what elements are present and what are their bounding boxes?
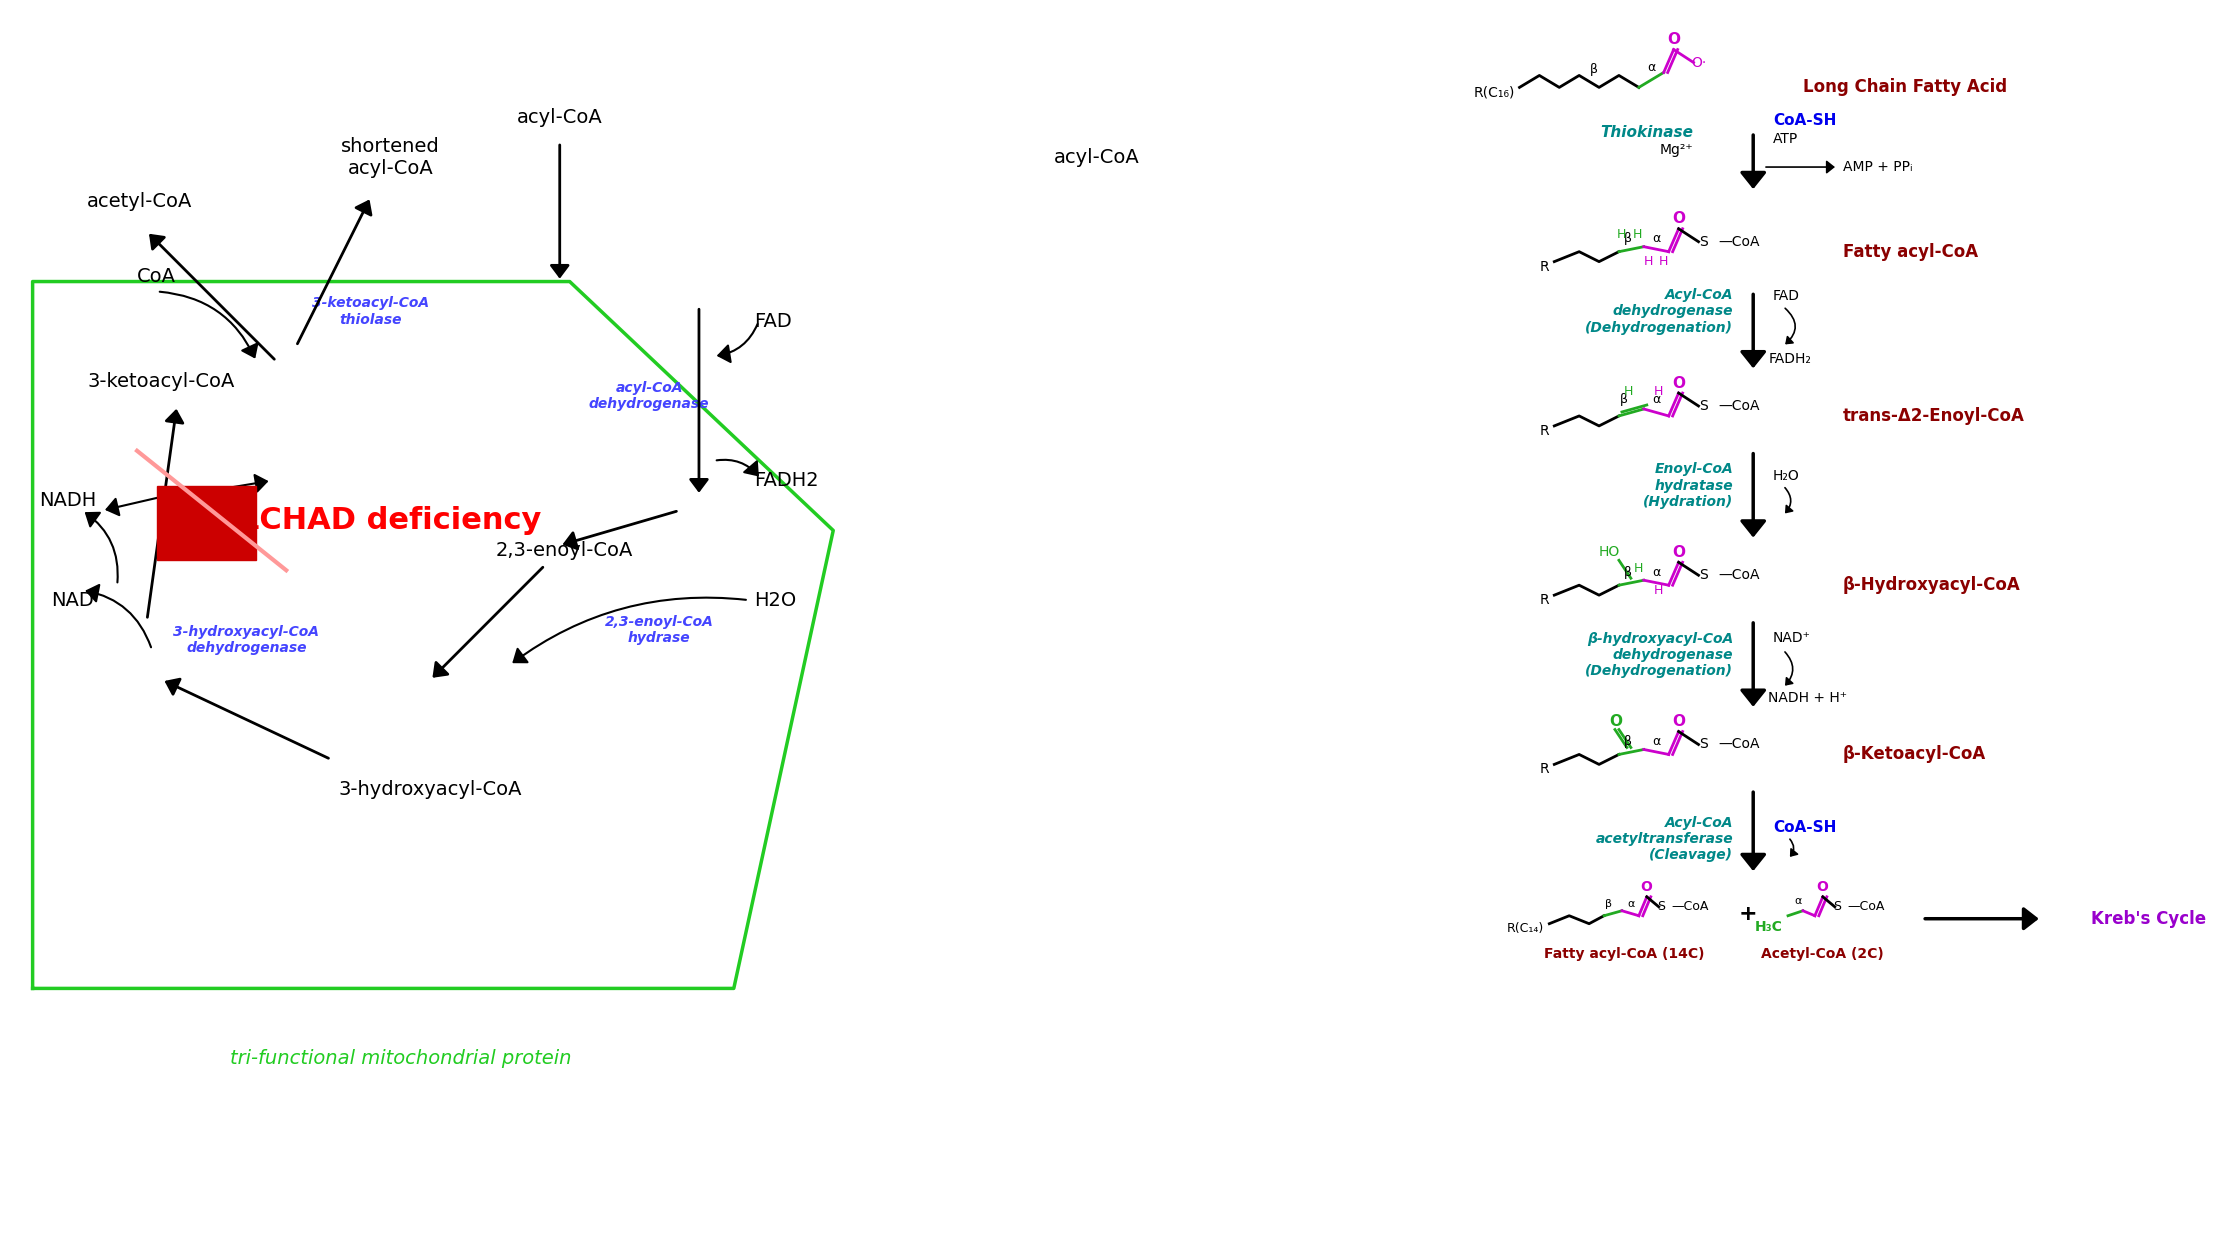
Text: ATP: ATP [1774,132,1799,146]
Text: β-Ketoacyl-CoA: β-Ketoacyl-CoA [1844,746,1987,764]
Text: R: R [1539,762,1550,776]
Text: H: H [1644,255,1653,268]
Text: 3-ketoacyl-CoA: 3-ketoacyl-CoA [87,372,235,391]
Text: β: β [1624,735,1633,748]
Text: α: α [1653,735,1660,748]
Text: S: S [1700,399,1707,413]
Text: NADH: NADH [38,491,96,510]
Text: Acyl-CoA
acetyltransferase
(Cleavage): Acyl-CoA acetyltransferase (Cleavage) [1595,816,1734,862]
Text: FADH₂: FADH₂ [1767,353,1810,367]
Text: O: O [1611,714,1622,730]
Text: H: H [1633,228,1642,241]
Text: CoA-SH: CoA-SH [1774,819,1837,834]
Text: O: O [1671,714,1684,730]
Text: acyl-CoA: acyl-CoA [517,108,603,127]
Text: R: R [1539,260,1550,273]
Text: Kreb's Cycle: Kreb's Cycle [2092,910,2206,927]
Text: —CoA: —CoA [1718,568,1761,582]
Text: O: O [1671,375,1684,391]
Text: R: R [1539,593,1550,607]
Text: H: H [1617,228,1626,241]
Text: Mg²⁺: Mg²⁺ [1660,144,1693,158]
Text: α: α [1653,566,1660,578]
Text: Thiokinase: Thiokinase [1602,125,1693,140]
Text: 2,3-enoyl-CoA
hydrase: 2,3-enoyl-CoA hydrase [605,615,715,645]
Text: —CoA: —CoA [1848,901,1886,914]
Text: NAD⁺: NAD⁺ [1774,631,1810,645]
Text: CoA: CoA [137,267,177,286]
Text: R: R [1539,423,1550,438]
Text: H: H [1635,562,1644,575]
Text: R(C₁₆): R(C₁₆) [1474,86,1514,100]
Text: Fatty acyl-CoA (14C): Fatty acyl-CoA (14C) [1543,946,1705,960]
Text: S: S [1700,234,1707,248]
Text: S: S [1832,901,1841,914]
Text: β-Hydroxyacyl-CoA: β-Hydroxyacyl-CoA [1844,576,2020,595]
Text: 3-hydroxyacyl-CoA: 3-hydroxyacyl-CoA [338,780,522,799]
Text: β: β [1590,63,1597,76]
Text: LCHAD deficiency: LCHAD deficiency [240,507,542,536]
Text: acyl-CoA: acyl-CoA [1055,147,1140,166]
Text: α: α [1653,232,1660,246]
Text: Acyl-CoA
dehydrogenase
(Dehydrogenation): Acyl-CoA dehydrogenase (Dehydrogenation) [1586,289,1734,335]
Text: 3-ketoacyl-CoA
thiolase: 3-ketoacyl-CoA thiolase [311,296,430,326]
Text: Enoyl-CoA
hydratase
(Hydration): Enoyl-CoA hydratase (Hydration) [1644,462,1734,509]
Text: H₃C: H₃C [1756,920,1783,934]
Text: β: β [1620,393,1628,406]
Text: shortened
acyl-CoA: shortened acyl-CoA [340,136,439,178]
Text: α: α [1794,896,1801,906]
Text: H: H [1653,583,1664,597]
Text: α: α [1626,898,1635,908]
Text: O: O [1671,544,1684,559]
Text: S: S [1700,737,1707,751]
Text: H: H [1624,384,1633,398]
Text: —CoA: —CoA [1718,737,1761,751]
Text: β: β [1624,566,1633,578]
Text: β: β [1624,232,1633,246]
Text: FAD: FAD [753,312,791,331]
Text: NAD: NAD [52,591,94,610]
Text: 3-hydroxyacyl-CoA
dehydrogenase: 3-hydroxyacyl-CoA dehydrogenase [172,625,320,655]
Text: O: O [1817,879,1828,893]
Text: α: α [1653,393,1660,406]
Text: Long Chain Fatty Acid: Long Chain Fatty Acid [1803,78,2007,97]
Text: S: S [1658,901,1664,914]
Text: FADH2: FADH2 [753,471,818,490]
Text: NADH + H⁺: NADH + H⁺ [1767,690,1848,704]
Text: β-hydroxyacyl-CoA
dehydrogenase
(Dehydrogenation): β-hydroxyacyl-CoA dehydrogenase (Dehydro… [1586,631,1734,678]
Text: tri-functional mitochondrial protein: tri-functional mitochondrial protein [231,1048,571,1067]
Text: trans-Δ2-Enoyl-CoA: trans-Δ2-Enoyl-CoA [1844,407,2025,425]
Text: —CoA: —CoA [1718,234,1761,248]
Text: —CoA: —CoA [1718,399,1761,413]
Text: R(C₁₄): R(C₁₄) [1508,922,1543,935]
Text: FAD: FAD [1774,290,1801,304]
Text: O·: O· [1691,55,1707,69]
Text: S: S [1700,568,1707,582]
Text: H: H [1653,384,1664,398]
Text: β: β [1606,898,1613,908]
Text: H₂O: H₂O [1774,469,1801,483]
Text: O: O [1667,32,1680,47]
Text: acetyl-CoA: acetyl-CoA [87,193,193,212]
Text: acyl-CoA
dehydrogenase: acyl-CoA dehydrogenase [589,381,710,411]
Text: HO: HO [1599,546,1620,559]
Text: α: α [1649,60,1655,74]
Text: H2O: H2O [753,591,795,610]
Text: —CoA: —CoA [1671,901,1709,914]
Text: 2,3-enoyl-CoA: 2,3-enoyl-CoA [495,541,634,559]
Text: H: H [1660,255,1669,268]
Text: CoA-SH: CoA-SH [1774,112,1837,127]
Text: O: O [1671,212,1684,227]
Bar [157,485,255,561]
Text: O: O [1640,879,1651,893]
Text: Acetyl-CoA (2C): Acetyl-CoA (2C) [1761,946,1884,960]
Text: Fatty acyl-CoA: Fatty acyl-CoA [1844,243,1978,261]
Text: AMP + PPᵢ: AMP + PPᵢ [1844,160,1913,174]
Text: +: + [1738,903,1758,924]
